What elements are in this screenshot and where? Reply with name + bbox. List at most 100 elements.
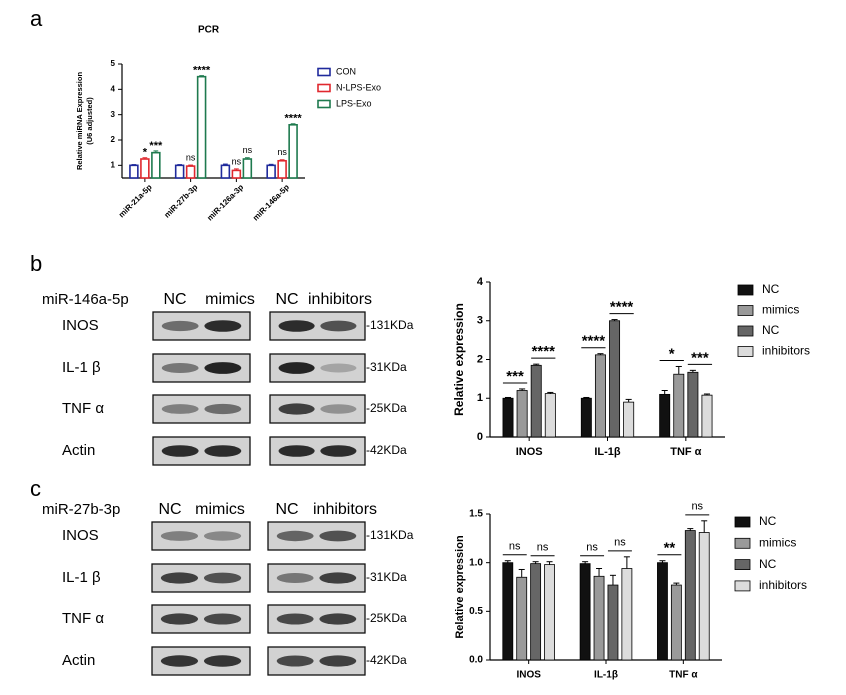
y-tick-label: 3 (111, 110, 116, 119)
bar (701, 394, 713, 438)
x-tick-label: miR-146a-5p (251, 182, 291, 222)
bar (151, 151, 161, 179)
legend-swatch (734, 516, 751, 528)
bar (502, 562, 514, 661)
blot-band (160, 613, 199, 625)
y-tick-label: 1 (111, 160, 116, 169)
significance-label: ns (586, 542, 598, 554)
blot-band (319, 530, 357, 542)
bar (231, 169, 242, 179)
lane-label: inhibitors (308, 291, 372, 308)
y-tick-label: 1 (477, 392, 483, 404)
significance-label: **** (193, 65, 211, 77)
y-axis-label: Relative miRNA Expression (75, 72, 84, 171)
molecular-weight: -25KDa (366, 611, 407, 625)
row-label: INOS (62, 527, 99, 544)
blot-band (278, 445, 315, 457)
blot-band (319, 655, 357, 667)
panel-label: a (30, 6, 43, 31)
bar (623, 401, 635, 438)
significance-label: ** (664, 540, 676, 557)
bar (684, 530, 696, 661)
bar (687, 371, 699, 438)
blot-title: miR-146a-5p (42, 291, 129, 308)
x-tick-label: miR-126a-3p (205, 182, 245, 222)
blot-band (203, 572, 242, 584)
legend-swatch (317, 67, 331, 77)
row-label: IL-1 β (62, 359, 101, 376)
bar (594, 354, 606, 438)
blot-band (276, 573, 314, 583)
lane-label: mimics (195, 501, 245, 518)
row-label: Actin (62, 652, 95, 669)
bar (129, 164, 139, 179)
lane-label: NC (275, 501, 298, 518)
bar (502, 397, 514, 438)
molecular-weight: -31KDa (366, 360, 407, 374)
x-tick-label: TNF α (669, 670, 698, 681)
significance-label: **** (610, 299, 634, 316)
y-tick-label: 2 (477, 353, 483, 365)
bar (196, 75, 207, 179)
molecular-weight: -131KDa (366, 318, 414, 332)
bar (220, 164, 231, 179)
x-tick-label: INOS (516, 446, 543, 458)
blot-band (160, 531, 199, 541)
x-tick-label: miR-27b-3p (162, 182, 199, 219)
legend-swatch (317, 99, 331, 109)
bar (530, 364, 542, 438)
bar (659, 393, 671, 438)
row-label: TNF α (62, 610, 104, 627)
y-tick-label: 3 (477, 315, 483, 327)
blot-band (204, 445, 242, 457)
blot-band (161, 445, 199, 457)
blot-band (320, 404, 357, 414)
lane-label: NC (275, 291, 298, 308)
bar (657, 562, 668, 661)
legend-label: NC (759, 557, 777, 571)
row-label: Actin (62, 442, 95, 459)
row-label: TNF α (62, 400, 104, 417)
blot-band (161, 404, 199, 414)
y-axis-label: Relative expression (452, 303, 466, 416)
bar (580, 397, 592, 438)
molecular-weight: -131KDa (366, 528, 414, 542)
significance-label: ns (509, 541, 521, 553)
significance-label: ns (277, 147, 287, 157)
y-tick-label: 0.0 (469, 655, 483, 666)
y-axis-label: (U6 adjusted) (85, 97, 94, 145)
lane-label: NC (163, 291, 186, 308)
bar (607, 584, 619, 661)
legend-swatch (737, 284, 754, 296)
blot-band (278, 403, 315, 415)
y-tick-label: 1.0 (469, 557, 483, 568)
legend-swatch (317, 83, 331, 93)
molecular-weight: -25KDa (366, 401, 407, 415)
significance-label: ns (243, 145, 253, 155)
blot-band (204, 403, 242, 415)
bar (516, 390, 528, 438)
blot-band (204, 362, 242, 374)
legend-label: mimics (759, 535, 796, 549)
x-tick-label: IL-1β (594, 446, 621, 458)
blot-band (320, 363, 357, 373)
legend-label: LPS-Exo (336, 98, 372, 108)
bar (593, 575, 605, 661)
legend-label: inhibitors (759, 578, 807, 592)
significance-label: **** (285, 113, 303, 125)
significance-label: ns (186, 152, 196, 162)
significance-label: * (669, 345, 675, 362)
blot-band (203, 531, 242, 541)
bar (621, 568, 633, 661)
significance-label: **** (582, 333, 606, 350)
lane-label: NC (158, 501, 181, 518)
x-tick-label: miR-21a-5p (117, 182, 154, 219)
bar (673, 373, 685, 438)
x-tick-label: IL-1β (594, 670, 618, 681)
panel-label: b (30, 251, 42, 276)
legend-label: NC (762, 323, 780, 337)
chart-title: PCR (198, 25, 220, 36)
blot-band (278, 362, 315, 374)
row-label: IL-1 β (62, 569, 101, 586)
blot-band (203, 655, 242, 667)
